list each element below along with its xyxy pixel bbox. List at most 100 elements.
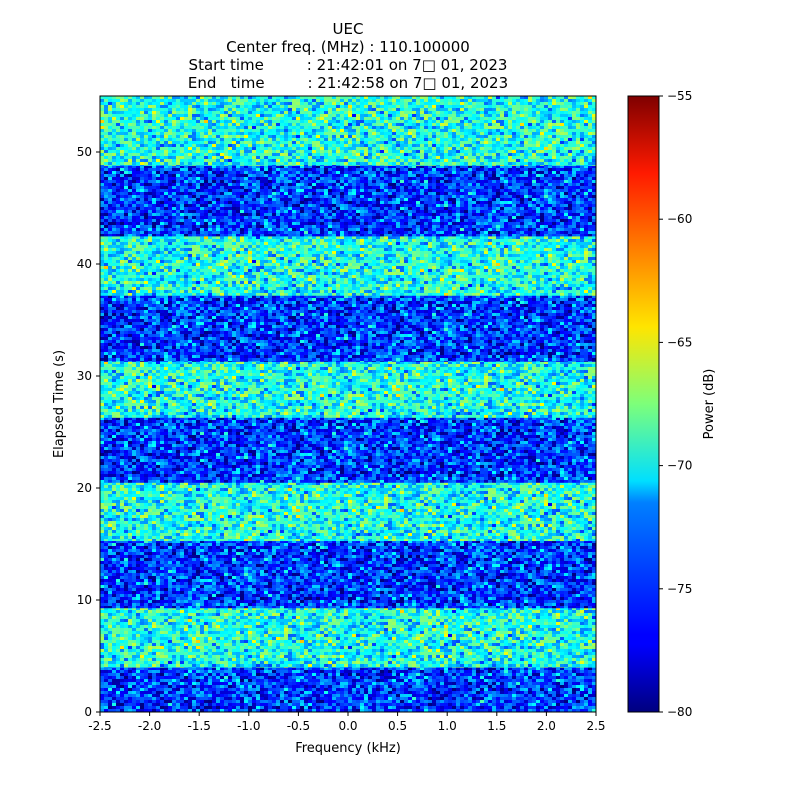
heatmap-cell — [428, 679, 432, 683]
heatmap-cell — [408, 661, 412, 665]
heatmap-cell — [132, 682, 136, 686]
heatmap-cell — [436, 679, 440, 683]
heatmap-cell — [484, 625, 488, 629]
heatmap-cell — [300, 616, 304, 620]
heatmap-cell — [412, 694, 416, 698]
heatmap-cell — [104, 697, 108, 701]
heatmap-cell — [512, 700, 516, 704]
heatmap-cell — [512, 682, 516, 686]
heatmap-cell — [176, 691, 180, 695]
heatmap-cell — [472, 667, 476, 671]
heatmap-cell — [156, 679, 160, 683]
heatmap-cell — [168, 619, 172, 623]
heatmap-cell — [436, 613, 440, 617]
heatmap-cell — [368, 706, 372, 710]
heatmap-cell — [280, 697, 284, 701]
heatmap-cell — [540, 540, 544, 544]
heatmap-cell — [328, 549, 332, 553]
heatmap-cell — [340, 610, 344, 614]
heatmap-cell — [528, 682, 532, 686]
heatmap-cell — [104, 631, 108, 635]
heatmap-cell — [512, 607, 516, 611]
heatmap-cell — [124, 616, 128, 620]
heatmap-cell — [292, 688, 296, 692]
heatmap-cell — [296, 667, 300, 671]
heatmap-cell — [184, 613, 188, 617]
heatmap-cell — [120, 652, 124, 656]
heatmap-cell — [532, 667, 536, 668]
heatmap-cell — [168, 546, 172, 550]
heatmap-cell — [312, 540, 316, 544]
heatmap-cell — [148, 649, 152, 653]
heatmap-cell — [236, 667, 240, 671]
heatmap-cell — [404, 700, 408, 704]
heatmap-cell — [536, 700, 540, 704]
heatmap-cell — [524, 631, 528, 635]
heatmap-cell — [396, 706, 400, 710]
heatmap-cell — [328, 667, 332, 671]
heatmap-cell — [544, 540, 548, 544]
heatmap-cell — [320, 619, 324, 623]
heatmap-cell — [336, 622, 340, 626]
heatmap-cell — [556, 700, 560, 704]
heatmap-cell — [524, 616, 528, 620]
end-time-line: End time : 21:42:58 on 7□ 01, 2023 — [100, 74, 596, 92]
heatmap-cell — [372, 655, 376, 659]
heatmap-cell — [204, 655, 208, 659]
heatmap-cell — [496, 667, 500, 671]
heatmap-cell — [232, 631, 236, 635]
heatmap-cell — [580, 607, 584, 611]
heatmap-cell — [256, 694, 260, 698]
heatmap-cell — [364, 625, 368, 629]
heatmap-cell — [488, 670, 492, 674]
heatmap-cell — [436, 628, 440, 632]
heatmap-cell — [208, 616, 212, 620]
heatmap-cell — [172, 619, 176, 623]
heatmap-cell — [316, 697, 320, 701]
heatmap-cell — [416, 676, 420, 680]
heatmap-cell — [468, 703, 472, 707]
heatmap-cell — [368, 649, 372, 653]
heatmap-cell — [452, 622, 456, 626]
heatmap-cell — [264, 619, 268, 623]
heatmap-cell — [464, 700, 468, 704]
heatmap-cell — [336, 631, 340, 635]
heatmap-cell — [508, 610, 512, 614]
heatmap-cell — [228, 625, 232, 629]
heatmap-cell — [108, 694, 112, 698]
heatmap-cell — [560, 643, 564, 647]
heatmap-cell — [324, 697, 328, 701]
heatmap-cell — [168, 607, 172, 611]
heatmap-cell — [172, 625, 176, 629]
heatmap-cell — [128, 706, 132, 710]
heatmap-cell — [156, 685, 160, 689]
heatmap-cell — [204, 688, 208, 692]
heatmap-cell — [260, 694, 264, 698]
heatmap-cell — [352, 610, 356, 614]
heatmap-cell — [180, 622, 184, 626]
heatmap-cell — [372, 667, 376, 671]
heatmap-cell — [584, 649, 588, 653]
heatmap-cell — [132, 616, 136, 620]
heatmap-cell — [180, 679, 184, 683]
heatmap-cell — [544, 549, 548, 553]
heatmap-cell — [160, 679, 164, 683]
heatmap-cell — [492, 613, 496, 617]
heatmap-cell — [400, 616, 404, 620]
heatmap-cell — [352, 673, 356, 677]
heatmap-cell — [524, 694, 528, 698]
heatmap-cell — [476, 685, 480, 689]
heatmap-cell — [468, 706, 472, 710]
heatmap-cell — [352, 649, 356, 653]
heatmap-cell — [540, 688, 544, 692]
heatmap-cell — [580, 655, 584, 659]
heatmap-cell — [408, 631, 412, 635]
heatmap-cell — [204, 649, 208, 653]
heatmap-cell — [496, 546, 500, 550]
heatmap-cell — [152, 694, 156, 698]
heatmap-cell — [300, 643, 304, 647]
heatmap-cell — [332, 622, 336, 626]
heatmap-cell — [200, 628, 204, 632]
heatmap-cell — [440, 682, 444, 686]
heatmap-cell — [300, 607, 304, 611]
